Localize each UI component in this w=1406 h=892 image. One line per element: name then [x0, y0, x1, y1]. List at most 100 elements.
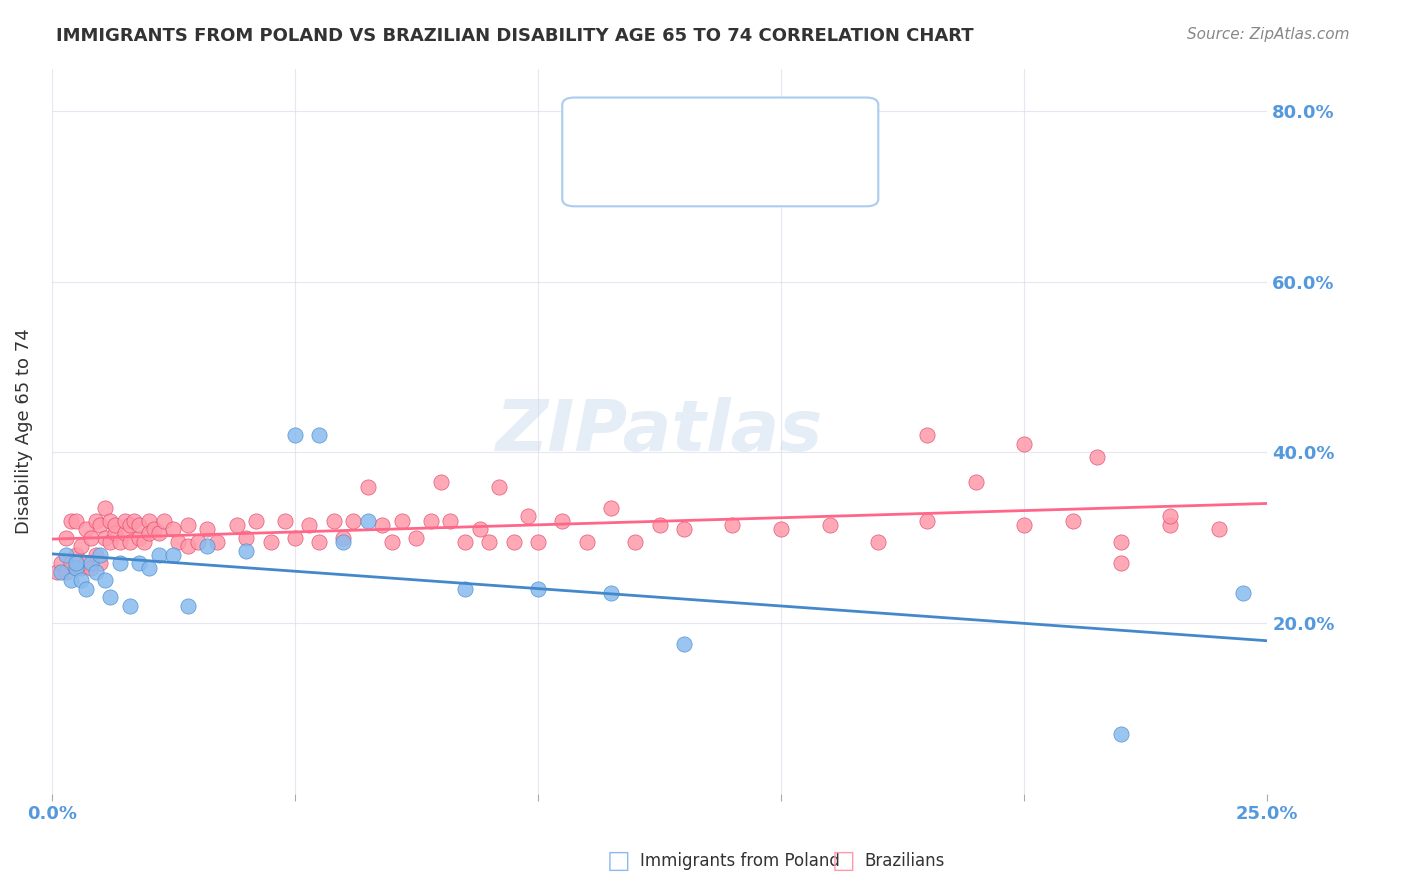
Point: [138, 526, 160, 541]
Point: [128, 517, 150, 532]
Point: [391, 514, 413, 528]
Point: [502, 535, 524, 549]
Point: [205, 535, 228, 549]
Point: [672, 522, 695, 536]
Point: [65, 557, 87, 571]
Point: [1232, 586, 1254, 600]
Point: [575, 535, 598, 549]
Point: [118, 535, 141, 549]
Point: [965, 475, 987, 490]
Point: [235, 543, 257, 558]
Point: [55, 531, 77, 545]
Point: [648, 517, 671, 532]
Point: [1159, 517, 1181, 532]
Point: [298, 517, 321, 532]
Text: Brazilians: Brazilians: [865, 852, 945, 870]
Point: [104, 517, 127, 532]
Point: [79, 560, 101, 574]
Point: [60, 557, 83, 571]
Point: [1111, 727, 1133, 741]
Point: [527, 582, 550, 596]
Point: [65, 548, 87, 562]
Point: [79, 557, 101, 571]
Point: [104, 526, 127, 541]
Point: [599, 500, 621, 515]
Point: [65, 560, 87, 574]
Text: ZIPatlas: ZIPatlas: [496, 397, 823, 466]
Point: [84, 514, 107, 528]
Point: [274, 514, 297, 528]
Point: [162, 522, 184, 536]
Point: [70, 539, 93, 553]
Point: [195, 522, 218, 536]
Point: [284, 531, 307, 545]
Point: [915, 428, 938, 442]
Point: [624, 535, 647, 549]
Point: [60, 514, 83, 528]
Point: [468, 522, 491, 536]
Point: [868, 535, 890, 549]
Point: [167, 535, 190, 549]
Text: □: □: [832, 849, 855, 872]
Point: [98, 591, 121, 605]
Text: IMMIGRANTS FROM POLAND VS BRAZILIAN DISABILITY AGE 65 TO 74 CORRELATION CHART: IMMIGRANTS FROM POLAND VS BRAZILIAN DISA…: [56, 27, 974, 45]
Point: [75, 557, 97, 571]
Point: [89, 548, 111, 562]
Point: [70, 574, 93, 588]
Point: [142, 522, 165, 536]
Point: [1062, 514, 1084, 528]
Y-axis label: Disability Age 65 to 74: Disability Age 65 to 74: [15, 328, 32, 534]
Point: [1111, 557, 1133, 571]
Point: [75, 522, 97, 536]
Point: [371, 517, 394, 532]
Point: [332, 535, 354, 549]
Text: Source: ZipAtlas.com: Source: ZipAtlas.com: [1187, 27, 1350, 42]
Point: [478, 535, 501, 549]
Point: [1085, 450, 1108, 464]
Point: [152, 514, 174, 528]
Point: [1159, 509, 1181, 524]
Point: [94, 574, 117, 588]
Point: [284, 428, 307, 442]
Point: [332, 531, 354, 545]
Point: [235, 531, 257, 545]
Point: [915, 514, 938, 528]
Point: [439, 514, 461, 528]
Point: [259, 535, 281, 549]
Point: [138, 560, 160, 574]
Point: [51, 565, 73, 579]
Point: [177, 517, 200, 532]
Point: [245, 514, 267, 528]
Point: [308, 428, 330, 442]
Point: [98, 535, 121, 549]
Point: [162, 548, 184, 562]
Point: [488, 479, 510, 493]
Point: [79, 531, 101, 545]
Point: [114, 526, 136, 541]
Point: [429, 475, 451, 490]
Point: [55, 565, 77, 579]
Point: [148, 526, 170, 541]
Point: [65, 514, 87, 528]
Point: [45, 565, 67, 579]
Point: [89, 557, 111, 571]
Point: [94, 531, 117, 545]
Point: [420, 514, 443, 528]
Point: [177, 599, 200, 613]
Point: [177, 539, 200, 553]
Point: [114, 514, 136, 528]
Point: [405, 531, 427, 545]
Point: [672, 637, 695, 651]
Point: [148, 548, 170, 562]
Point: [51, 557, 73, 571]
Point: [108, 535, 131, 549]
FancyBboxPatch shape: [562, 97, 879, 206]
Point: [381, 535, 404, 549]
Point: [84, 565, 107, 579]
Point: [308, 535, 330, 549]
Point: [195, 539, 218, 553]
Point: [128, 557, 150, 571]
Point: [342, 514, 364, 528]
Point: [60, 574, 83, 588]
Point: [1012, 437, 1035, 451]
